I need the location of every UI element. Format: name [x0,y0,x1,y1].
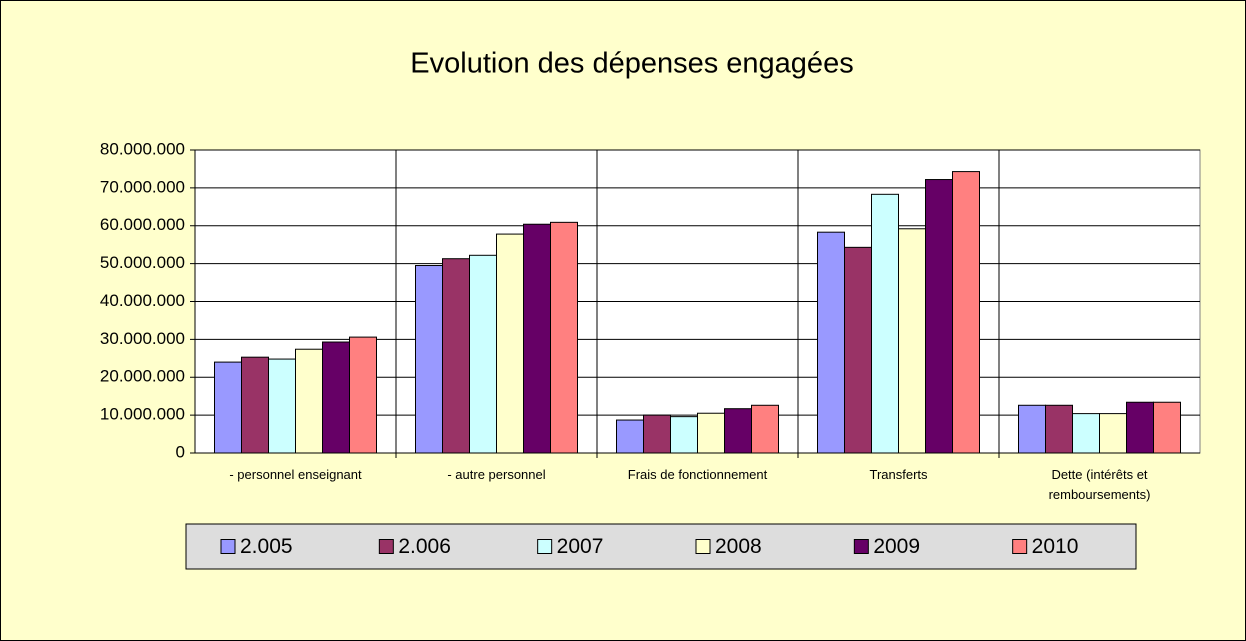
x-tick-label-box: - personnel enseignant [229,467,362,482]
bar [442,258,470,454]
bar [268,358,296,454]
bar [724,408,752,454]
bar [952,171,980,454]
x-tick-label-box: Dette (intérêts et remboursements) [1048,467,1151,502]
x-tick-label: - autre personnel [447,467,546,482]
legend-label: 2007 [557,535,604,558]
legend-swatch [853,539,869,554]
legend-swatch [220,539,236,554]
x-tick-label: - personnel enseignant [229,467,362,482]
bar [469,254,497,454]
y-tick-label: 60.000.000 [100,215,185,234]
legend-label: 2010 [1032,535,1079,558]
legend-label: 2009 [873,535,920,558]
legend-swatch [695,539,711,554]
bar [616,419,644,454]
bar [550,221,578,454]
x-tick-label-box: Transferts [869,467,928,482]
y-tick-label: 50.000.000 [100,253,185,272]
legend-swatch [537,539,553,554]
x-tick-label-box: - autre personnel [447,467,546,482]
chart-title: Evolution des dépenses engagées [410,48,853,80]
legend-label: 2.005 [240,535,293,558]
bar [523,223,551,454]
bar [844,246,872,454]
y-tick-label: 40.000.000 [100,291,185,310]
bar [1018,404,1046,454]
y-tick-label: 70.000.000 [100,177,185,196]
bar [295,348,323,454]
bar [1045,404,1073,454]
x-tick-label: Dette (intérêts et remboursements) [1048,467,1151,502]
legend-swatch [1012,539,1028,554]
y-tick-label: 80.000.000 [100,139,185,158]
bar [817,231,845,454]
bar [871,193,899,454]
bar [1099,413,1127,454]
x-tick-label-box: Frais de fonctionnement [627,467,768,482]
bar [1153,401,1181,454]
bar [697,412,725,454]
bar [496,233,524,454]
y-tick-label: 10.000.000 [100,405,185,424]
y-tick-label: 30.000.000 [100,329,185,348]
bar [670,416,698,454]
bar [241,356,269,454]
y-tick-label: 0 [176,442,185,461]
legend [185,523,1137,570]
legend-swatch [378,539,394,554]
bar [1072,413,1100,454]
bar [1126,401,1154,454]
bar [751,404,779,454]
bar [898,228,926,454]
bar [925,179,953,454]
legend-label: 2008 [715,535,762,558]
x-tick-label: Frais de fonctionnement [627,467,768,482]
y-tick-label: 20.000.000 [100,367,185,386]
x-tick-label: Transferts [869,467,928,482]
bar [322,341,350,454]
bar [643,414,671,454]
bar [415,265,443,454]
bar [214,361,242,454]
legend-label: 2.006 [398,535,451,558]
bar [349,336,377,454]
